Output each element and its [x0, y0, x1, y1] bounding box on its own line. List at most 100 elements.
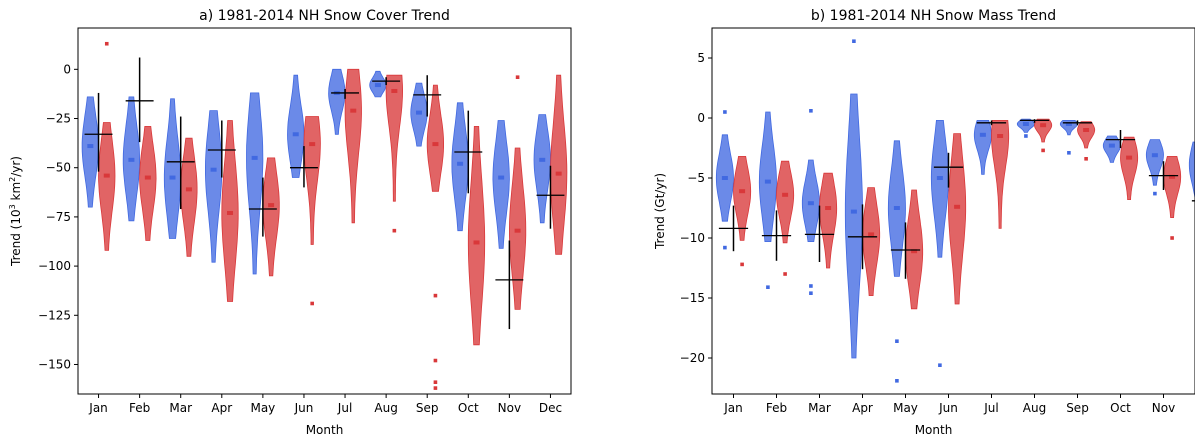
- violin-red-sep: [1077, 121, 1096, 149]
- outlier-red-sep-0: [433, 293, 438, 298]
- outlier-red-sep-1: [433, 358, 438, 363]
- outlier-blue-mar-0: [809, 109, 813, 113]
- violin-blue-nov: [492, 120, 510, 249]
- violin-blue-apr: [205, 110, 223, 263]
- violin-blue-jul: [328, 68, 346, 135]
- violin-red-apr: [862, 187, 881, 296]
- violin-red-may: [262, 157, 280, 277]
- outlier-blue-feb-0: [766, 285, 770, 289]
- median-blue-feb: [764, 179, 771, 184]
- outlier-red-aug-0: [392, 228, 397, 233]
- median-blue-may: [251, 155, 258, 160]
- median-red-jun: [309, 142, 316, 147]
- outlier-red-jun-0: [310, 301, 314, 306]
- median-red-may: [911, 249, 918, 254]
- violin-blue-jan: [81, 96, 99, 208]
- median-blue-jun: [292, 132, 299, 137]
- median-red-jan: [739, 189, 746, 194]
- median-red-nov: [514, 228, 521, 233]
- violin-blue-feb: [758, 111, 777, 242]
- violin-red-dec: [550, 74, 568, 255]
- plot-frame: [77, 27, 572, 395]
- violin-red-aug: [385, 74, 404, 202]
- median-red-may: [268, 203, 275, 208]
- x-tick-label: Sep: [1066, 401, 1089, 415]
- x-tick-label: Jun: [938, 401, 958, 415]
- outlier-red-jan-0: [740, 262, 744, 267]
- violin-red-oct: [467, 126, 486, 346]
- y-tick-label: −5: [687, 171, 705, 185]
- x-tick-label: Feb: [129, 401, 150, 415]
- violin-blue-oct: [451, 102, 469, 232]
- median-blue-jan: [721, 176, 728, 180]
- median-blue-oct: [1108, 143, 1115, 148]
- violin-red-jan: [98, 122, 116, 251]
- outlier-red-sep-0: [1084, 157, 1088, 161]
- median-blue-nov: [498, 175, 505, 180]
- x-tick-label: Apr: [211, 401, 232, 415]
- outlier-red-nov-0: [1170, 236, 1174, 240]
- x-tick-label: Jul: [983, 401, 998, 415]
- panel-b: 5 0 −5 −10 −15 −20 Jan Feb Mar Apr May Jun Jul Aug Sep…: [653, 8, 1195, 437]
- median-blue-mar: [169, 175, 176, 180]
- x-tick-label: Sep: [416, 401, 439, 415]
- violin-blue-sep: [1059, 120, 1078, 136]
- median-blue-apr: [210, 167, 217, 172]
- violin-blue-mar: [801, 159, 820, 242]
- violin-blue-jul: [973, 120, 992, 175]
- median-blue-aug: [374, 83, 381, 88]
- y-tick-label: −150: [38, 357, 71, 371]
- y-tick-label: 0: [63, 62, 71, 76]
- y-tick-label: −50: [46, 161, 71, 175]
- outlier-blue-nov-0: [1153, 191, 1157, 196]
- y-tick-label: −100: [38, 259, 71, 273]
- y-axis-label: Trend (103 km2/yr): [8, 156, 23, 267]
- median-red-nov: [1169, 174, 1176, 179]
- violin-red-mar: [819, 172, 838, 269]
- x-tick-label: Apr: [852, 401, 873, 415]
- x-tick-label: Feb: [766, 401, 787, 415]
- violin-red-feb: [776, 160, 795, 244]
- median-blue-feb: [128, 157, 135, 162]
- outlier-blue-may-0: [895, 339, 899, 343]
- x-tick-label: Jun: [294, 401, 314, 415]
- violin-red-feb: [139, 126, 157, 241]
- violin-blue-dec: [1188, 141, 1195, 202]
- violin-blue-mar: [163, 98, 182, 239]
- violin-red-jan: [733, 156, 752, 241]
- median-red-sep: [1083, 128, 1090, 132]
- panel-a: 0 −25 −50 −75 −100 −125 −150 Jan Feb Mar Apr May Jun…: [8, 8, 572, 437]
- median-blue-sep: [415, 110, 422, 115]
- x-tick-label: May: [250, 401, 275, 415]
- violin-red-sep: [426, 84, 444, 192]
- plot-frame: [711, 27, 1195, 395]
- x-tick-label: Aug: [374, 401, 397, 415]
- x-tick-label: Mar: [169, 401, 192, 415]
- violin-red-nov: [1163, 156, 1182, 218]
- median-red-dec: [555, 171, 562, 176]
- median-red-aug: [1040, 123, 1047, 128]
- median-blue-nov: [1151, 153, 1158, 158]
- y-tick-label: −20: [680, 351, 705, 365]
- median-red-jan: [103, 173, 110, 178]
- violin-red-jun: [948, 133, 967, 305]
- violin-red-mar: [180, 137, 198, 257]
- outlier-blue-may-1: [895, 379, 899, 383]
- violin-blue-apr: [844, 93, 863, 359]
- median-red-jun: [954, 204, 961, 209]
- x-tick-label: Aug: [1023, 401, 1046, 415]
- median-red-mar: [185, 187, 192, 192]
- y-tick-label: 0: [697, 111, 705, 125]
- median-blue-sep: [1065, 122, 1072, 126]
- y-tick-label: −10: [680, 231, 705, 245]
- violin-blue-jun: [930, 120, 949, 258]
- x-tick-label: Nov: [1152, 401, 1175, 415]
- violin-blue-dec: [533, 114, 551, 224]
- x-axis-label: Month: [915, 423, 953, 437]
- x-tick-label: Oct: [1110, 401, 1131, 415]
- outlier-red-sep-2: [433, 380, 438, 384]
- violin-blue-jun: [287, 74, 305, 178]
- outlier-blue-mar-2: [809, 291, 813, 295]
- median-red-jul: [997, 134, 1004, 138]
